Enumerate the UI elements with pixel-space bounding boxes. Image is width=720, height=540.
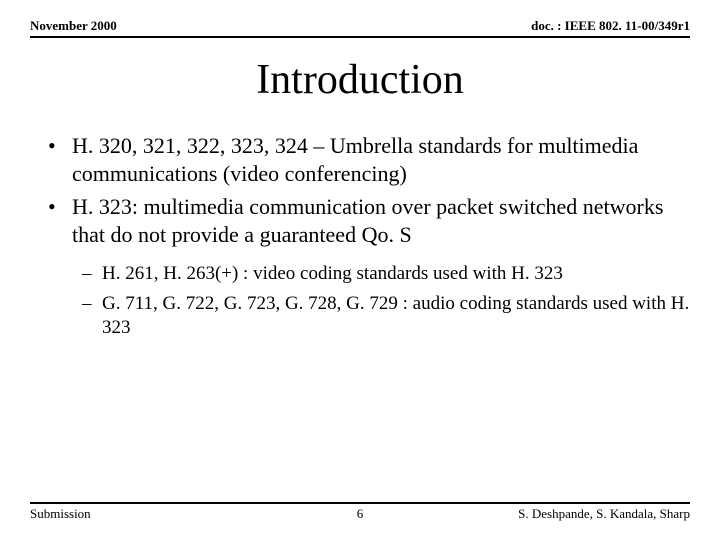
footer-bar: Submission 6 S. Deshpande, S. Kandala, S… [30, 502, 690, 522]
main-bullet-list: H. 320, 321, 322, 323, 324 – Umbrella st… [30, 132, 690, 248]
footer-left: Submission [30, 506, 91, 522]
sub-bullet-item: H. 261, H. 263(+) : video coding standar… [102, 262, 690, 286]
sub-bullet-item: G. 711, G. 722, G. 723, G. 728, G. 729 :… [102, 292, 690, 340]
sub-bullet-list: H. 261, H. 263(+) : video coding standar… [30, 262, 690, 339]
bullet-item: H. 323: multimedia communication over pa… [72, 193, 690, 248]
bullet-item: H. 320, 321, 322, 323, 324 – Umbrella st… [72, 132, 690, 187]
header-date: November 2000 [30, 18, 117, 34]
footer-right: S. Deshpande, S. Kandala, Sharp [518, 506, 690, 522]
header-bar: November 2000 doc. : IEEE 802. 11-00/349… [30, 18, 690, 38]
footer-page-number: 6 [357, 506, 364, 522]
header-doc-id: doc. : IEEE 802. 11-00/349r1 [531, 18, 690, 34]
page-title: Introduction [30, 56, 690, 104]
